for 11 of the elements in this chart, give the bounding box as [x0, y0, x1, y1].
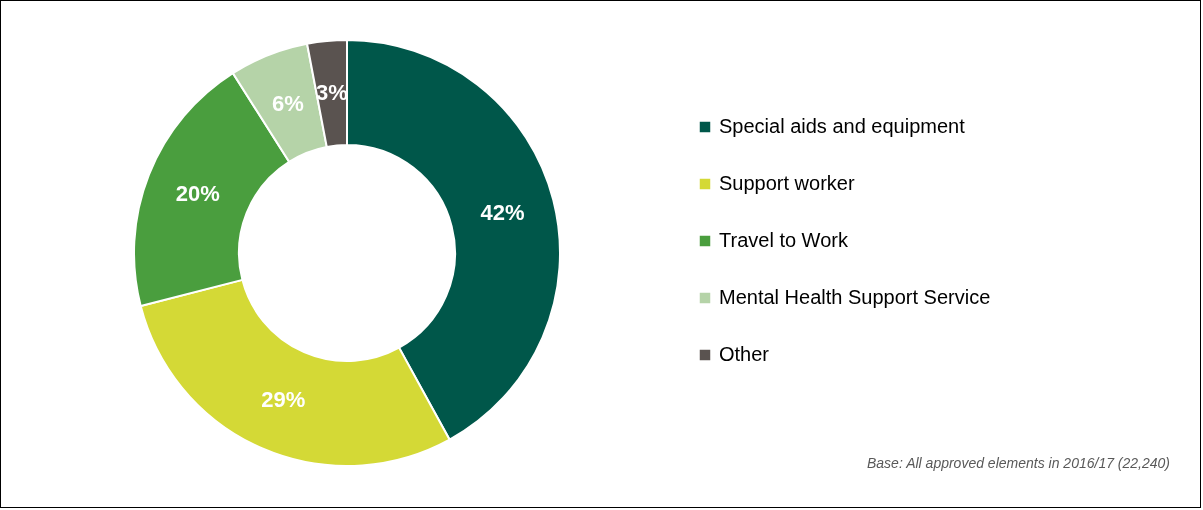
data-label: 20%	[175, 180, 220, 206]
data-label: 6%	[272, 90, 304, 116]
legend-label: Special aids and equipment	[719, 115, 966, 137]
data-label: 3%	[316, 80, 348, 106]
legend-label: Mental Health Support Service	[719, 286, 991, 308]
legend-label: Travel to Work	[719, 229, 849, 251]
text: Base: All approved elements in 2016/17 (22,240)	[866, 455, 1170, 471]
legend-label: Support worker	[719, 172, 855, 194]
data-label: 42%	[480, 200, 525, 226]
data-label: 29%	[261, 387, 306, 413]
legend-label: Other	[719, 343, 770, 365]
